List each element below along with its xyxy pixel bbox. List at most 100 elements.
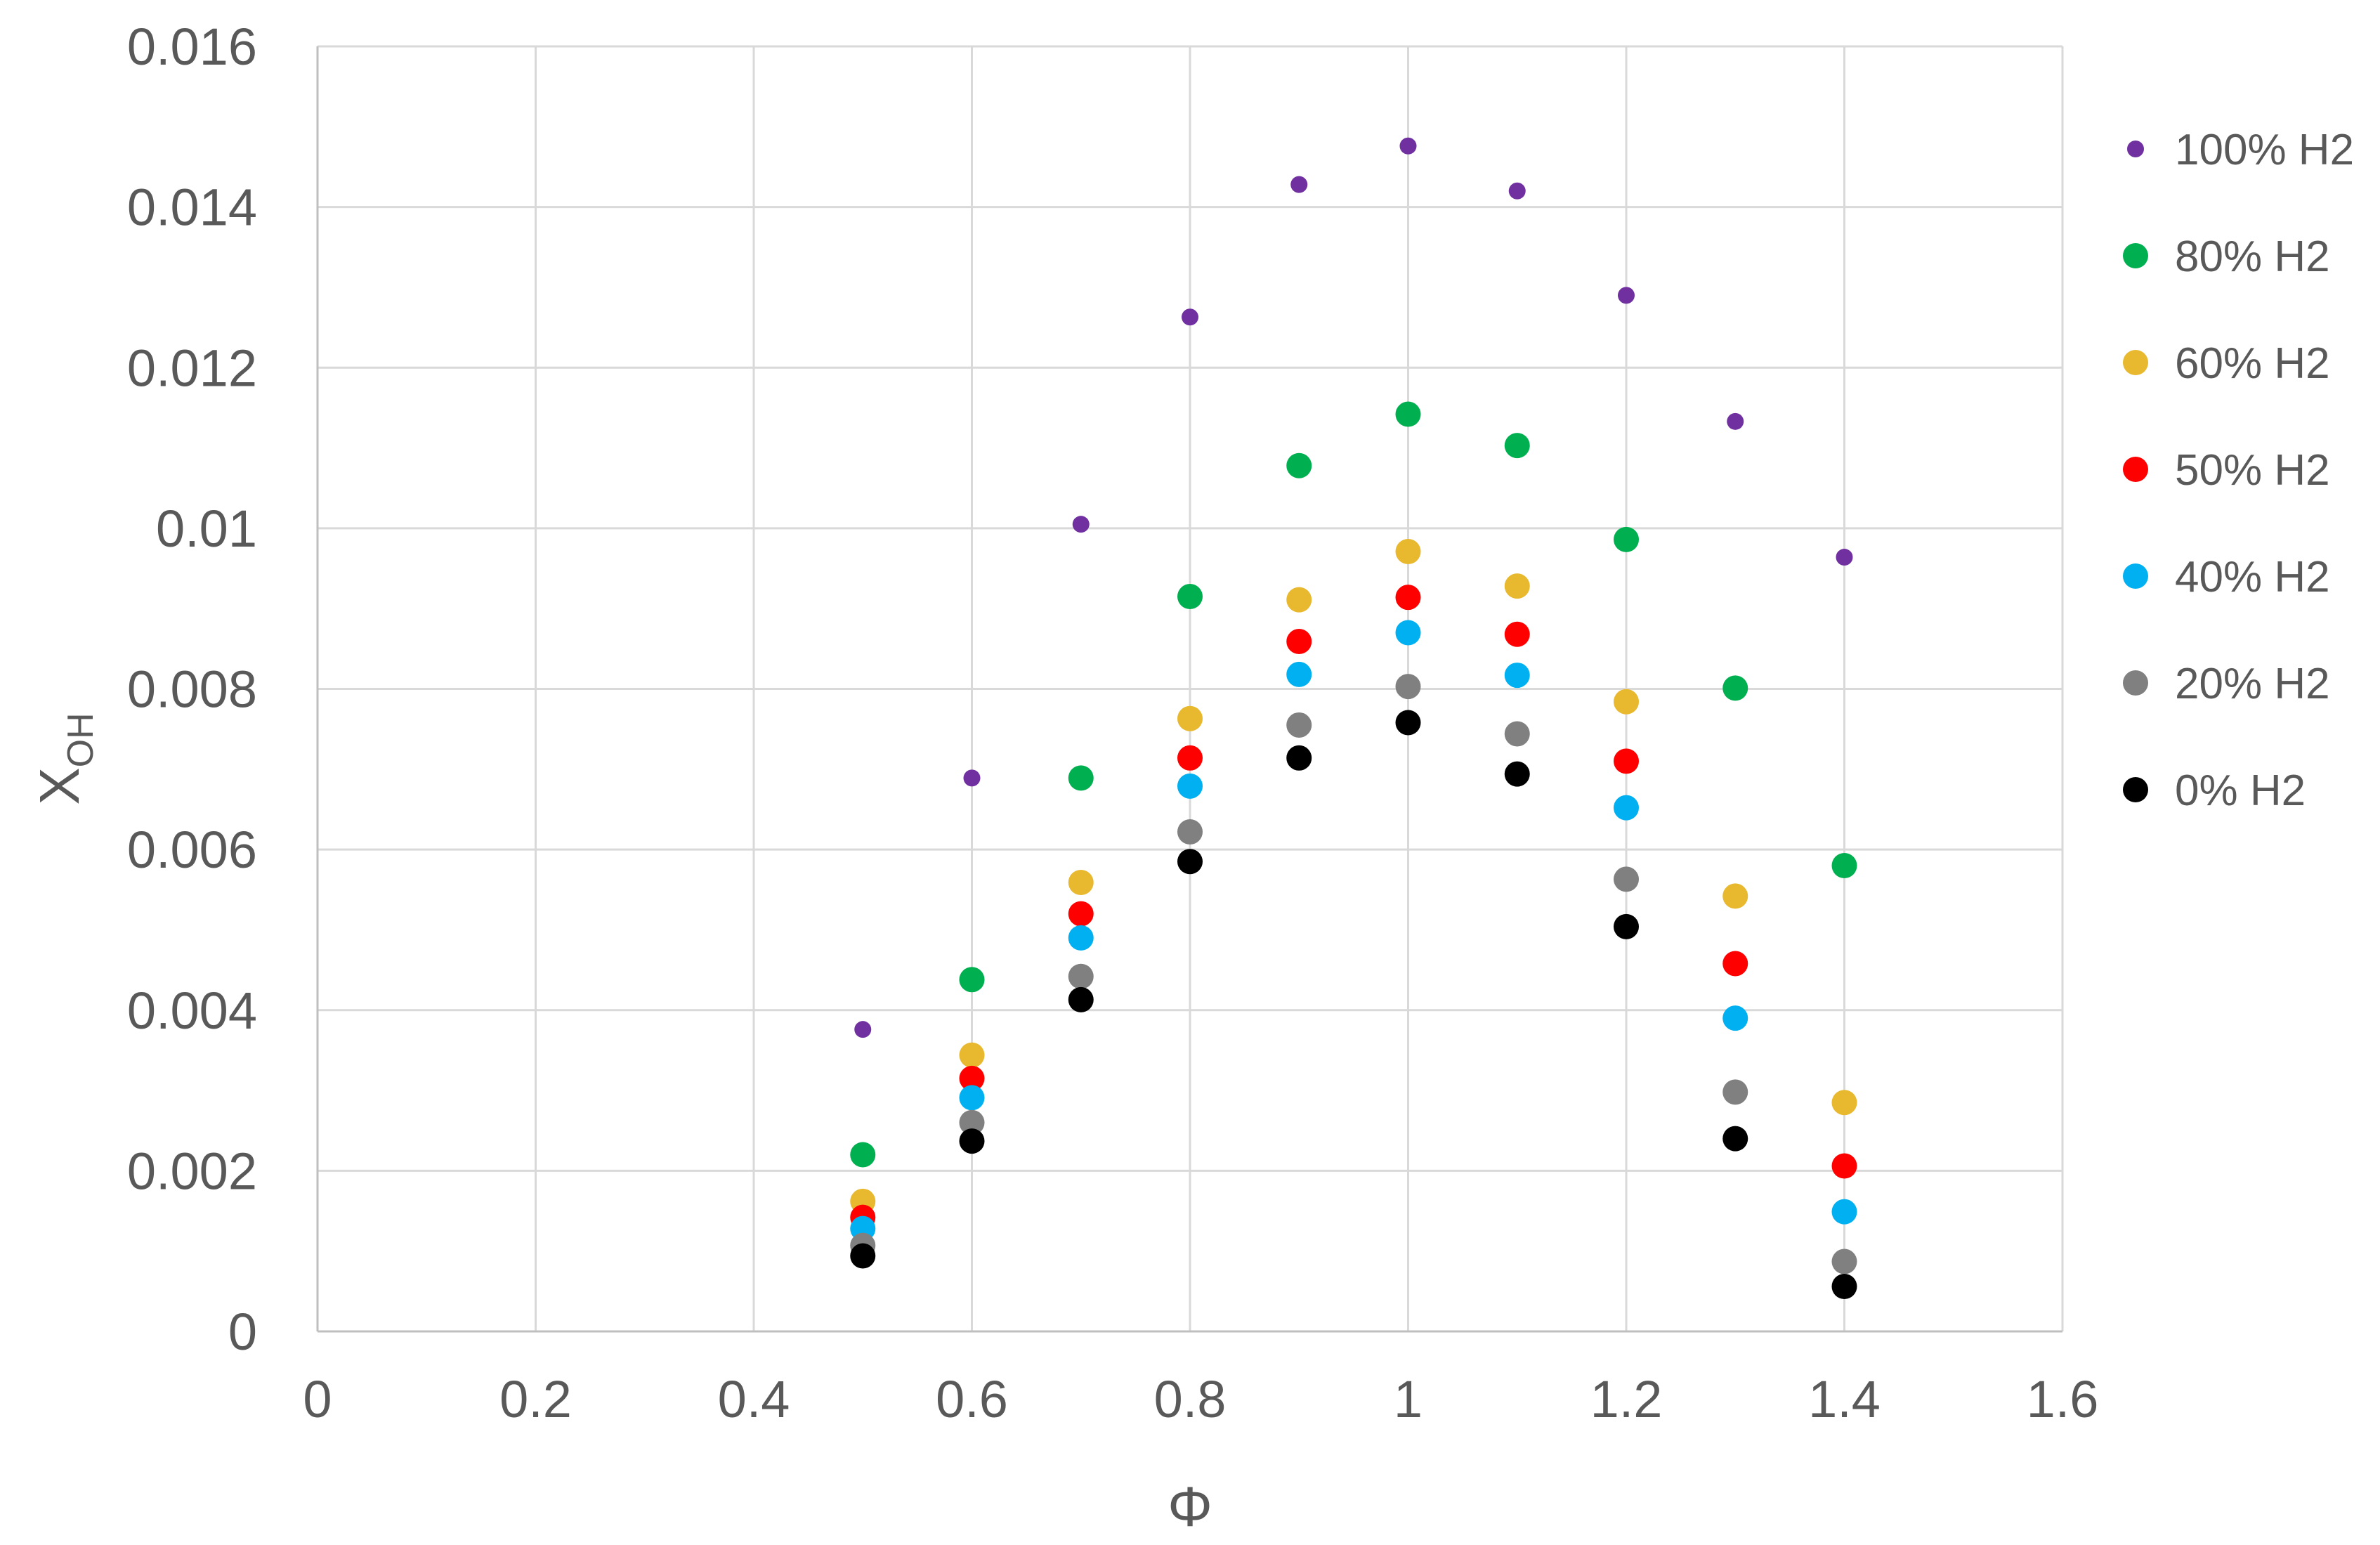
y-tick-label: 0.006 — [127, 821, 257, 879]
axes: 0 0.2 0.4 0.6 0.8 1 1.2 1.4 1.6 0 0.002 0.004 0.006 0… — [127, 18, 2099, 1428]
data-point — [1182, 308, 1198, 326]
series-60-h2 — [850, 539, 1857, 1214]
legend-marker — [2123, 777, 2148, 802]
series-100-h2 — [854, 137, 1853, 1038]
data-point — [959, 967, 985, 993]
data-point — [1286, 712, 1312, 738]
x-axis-title: Φ — [1168, 1475, 1212, 1538]
series-20-h2 — [850, 674, 1857, 1275]
data-point — [1614, 689, 1639, 715]
data-point — [1177, 773, 1203, 799]
data-point — [1504, 721, 1530, 747]
data-point — [1286, 661, 1312, 687]
data-point — [1722, 1005, 1748, 1031]
legend-label: 0% H2 — [2175, 767, 2306, 815]
data-point — [959, 1128, 985, 1154]
data-point — [1722, 951, 1748, 977]
data-point — [1614, 913, 1639, 939]
series-80-h2 — [850, 401, 1857, 1168]
y-tick-label: 0.002 — [127, 1142, 257, 1200]
x-tick-label: 1 — [1394, 1370, 1423, 1428]
y-tick-label: 0.008 — [127, 660, 257, 719]
data-point — [1286, 745, 1312, 771]
series-40-h2 — [850, 620, 1857, 1241]
data-point — [1290, 176, 1308, 193]
x-tick-label: 1.6 — [2027, 1370, 2099, 1428]
data-point — [1395, 620, 1421, 646]
data-point — [1508, 182, 1526, 200]
data-point — [1177, 849, 1203, 875]
data-point — [1068, 986, 1094, 1012]
legend-marker — [2123, 563, 2148, 589]
series-0-h2 — [850, 710, 1857, 1299]
y-tick-label: 0 — [228, 1303, 257, 1361]
data-point — [1395, 539, 1421, 565]
y-tick-label: 0.01 — [156, 500, 257, 558]
data-point — [1395, 401, 1421, 427]
y-axis-title: XOH — [28, 712, 101, 804]
legend-label: 20% H2 — [2175, 660, 2330, 708]
grid — [316, 45, 2064, 1333]
data-points — [850, 137, 1857, 1299]
data-point — [959, 1042, 985, 1068]
legend-marker — [2123, 670, 2148, 696]
data-point — [1831, 852, 1857, 878]
legend-marker — [2127, 141, 2144, 157]
data-point — [1399, 137, 1417, 155]
data-point — [1618, 287, 1635, 304]
data-point — [1286, 587, 1312, 613]
data-point — [850, 1243, 876, 1269]
data-point — [1286, 452, 1312, 478]
x-tick-label: 0.8 — [1154, 1370, 1227, 1428]
y-axis-title-subscript: OH — [60, 712, 101, 767]
y-tick-label: 0.004 — [127, 982, 257, 1040]
data-point — [1614, 526, 1639, 552]
x-tick-label: 1.4 — [1808, 1370, 1881, 1428]
x-tick-label: 0.4 — [718, 1370, 790, 1428]
legend-label: 100% H2 — [2175, 126, 2354, 174]
legend-marker — [2123, 350, 2148, 375]
data-point — [1072, 516, 1090, 533]
data-point — [1177, 745, 1203, 771]
data-point — [1614, 795, 1639, 821]
legend-label: 80% H2 — [2175, 233, 2330, 281]
data-point — [1722, 1126, 1748, 1152]
legend-item: 60% H2 — [2123, 339, 2330, 388]
data-point — [1286, 629, 1312, 655]
data-point — [854, 1021, 872, 1038]
y-tick-label: 0.012 — [127, 339, 257, 397]
data-point — [1504, 433, 1530, 459]
data-point — [959, 1109, 985, 1135]
x-tick-label: 0.6 — [936, 1370, 1008, 1428]
data-point — [1177, 819, 1203, 845]
y-tick-label: 0.016 — [127, 18, 257, 76]
data-point — [1068, 925, 1094, 951]
data-point — [1068, 869, 1094, 895]
legend-label: 50% H2 — [2175, 446, 2330, 495]
data-point — [850, 1142, 876, 1168]
data-point — [1831, 1153, 1857, 1179]
legend-marker — [2123, 243, 2148, 268]
data-point — [1831, 1090, 1857, 1116]
legend-item: 50% H2 — [2123, 446, 2330, 495]
data-point — [1395, 710, 1421, 736]
legend-item: 20% H2 — [2123, 660, 2330, 708]
series-50-h2 — [850, 585, 1857, 1230]
data-point — [1614, 866, 1639, 892]
data-point — [1836, 549, 1853, 566]
data-point — [1831, 1199, 1857, 1225]
data-point — [1395, 674, 1421, 700]
legend-item: 40% H2 — [2123, 553, 2330, 601]
data-point — [1614, 748, 1639, 774]
data-point — [1722, 883, 1748, 909]
data-point — [1504, 621, 1530, 647]
legend: 100% H2 80% H2 60% H2 50% H2 40% H2 20% H2 0% … — [2123, 126, 2354, 815]
x-tick-label: 0 — [303, 1370, 332, 1428]
x-tick-label: 1.2 — [1590, 1370, 1663, 1428]
data-point — [1177, 705, 1203, 731]
data-point — [1727, 412, 1744, 430]
data-point — [1068, 963, 1094, 989]
data-point — [1831, 1249, 1857, 1275]
